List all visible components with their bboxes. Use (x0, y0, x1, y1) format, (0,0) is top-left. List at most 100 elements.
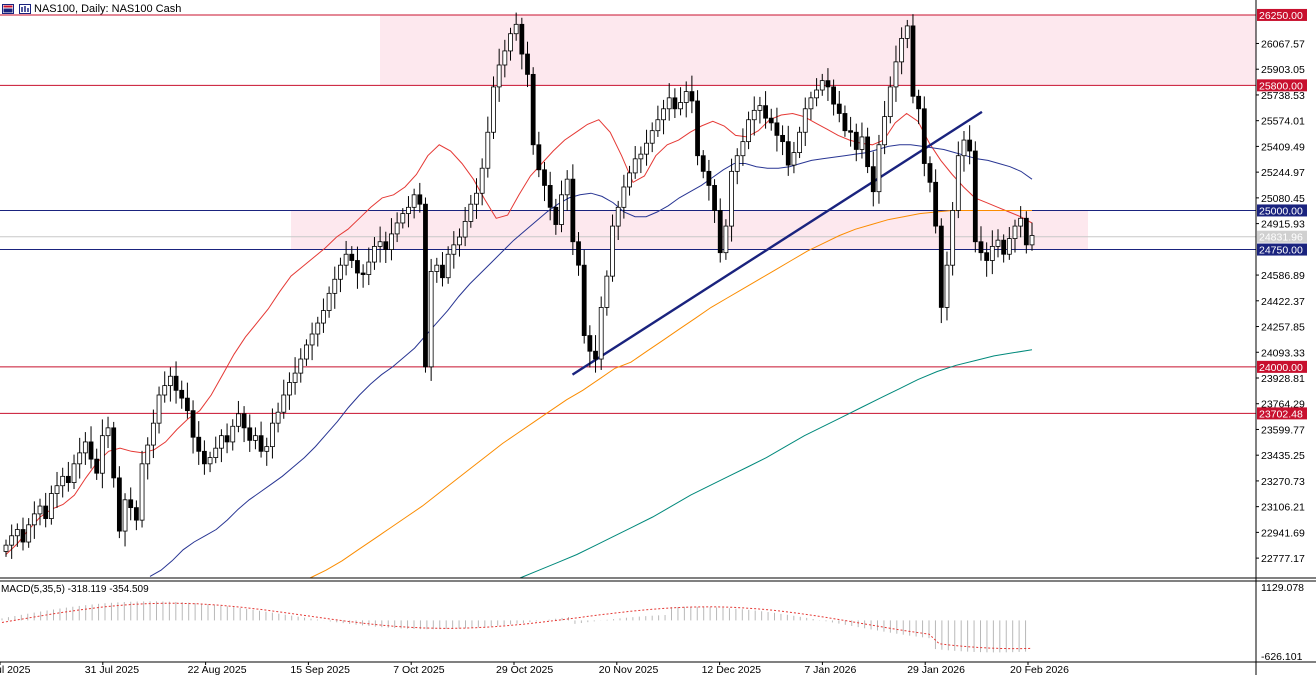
candle-body[interactable] (995, 239, 1001, 247)
candle-body[interactable] (145, 444, 151, 465)
candle-body[interactable] (173, 375, 179, 391)
candle-body[interactable] (105, 427, 111, 437)
candle-body[interactable] (814, 89, 819, 99)
candle-body[interactable] (519, 23, 525, 55)
candle-body[interactable] (672, 97, 678, 110)
candle-body[interactable] (377, 241, 383, 247)
candle-body[interactable] (479, 167, 485, 194)
candle-body[interactable] (644, 142, 649, 155)
candle-body[interactable] (1029, 235, 1035, 246)
candle-body[interactable] (661, 108, 666, 121)
candle-body[interactable] (60, 475, 66, 487)
candle-body[interactable] (938, 225, 944, 308)
candle-body[interactable] (678, 102, 683, 110)
candle-body[interactable] (734, 155, 740, 172)
candle-body[interactable] (587, 335, 593, 352)
candle-body[interactable] (128, 499, 134, 509)
candle-body[interactable] (82, 441, 88, 454)
candle-body[interactable] (751, 109, 757, 121)
candle-body[interactable] (853, 131, 859, 150)
candle-body[interactable] (445, 253, 451, 279)
candle-body[interactable] (179, 389, 185, 399)
candle-body[interactable] (916, 95, 922, 110)
candle-body[interactable] (389, 233, 394, 250)
candle-body[interactable] (139, 463, 145, 521)
candle-body[interactable] (542, 169, 547, 186)
candle-body[interactable] (434, 264, 440, 272)
candle-body[interactable] (213, 447, 219, 458)
candle-body[interactable] (785, 141, 791, 166)
candle-body[interactable] (360, 272, 366, 275)
candle-body[interactable] (423, 203, 428, 368)
candle-body[interactable] (1006, 238, 1012, 255)
candle-body[interactable] (162, 385, 168, 396)
candle-body[interactable] (270, 422, 275, 448)
candle-body[interactable] (553, 206, 559, 225)
candle-body[interactable] (536, 144, 542, 171)
candle-body[interactable] (842, 113, 848, 132)
candle-body[interactable] (287, 382, 292, 396)
candle-body[interactable] (20, 529, 26, 543)
candle-body[interactable] (655, 119, 661, 132)
candle-body[interactable] (836, 103, 842, 114)
trendline[interactable] (571, 110, 983, 376)
candle-body[interactable] (893, 61, 899, 88)
candle-body[interactable] (236, 413, 241, 427)
candle-body[interactable] (26, 524, 32, 543)
candle-body[interactable] (961, 139, 967, 157)
candle-body[interactable] (666, 97, 672, 110)
candle-body[interactable] (321, 310, 326, 324)
candle-body[interactable] (94, 458, 100, 474)
candle-body[interactable] (723, 225, 729, 254)
candle-body[interactable] (581, 264, 587, 336)
candle-body[interactable] (400, 213, 406, 224)
candle-body[interactable] (700, 155, 706, 172)
candle-body[interactable] (899, 38, 905, 63)
candle-body[interactable] (791, 152, 797, 166)
candle-body[interactable] (910, 25, 916, 97)
candle-body[interactable] (887, 86, 893, 118)
candle-body[interactable] (48, 493, 54, 519)
candle-body[interactable] (9, 535, 15, 546)
candle-body[interactable] (972, 150, 978, 243)
candle-body[interactable] (859, 136, 865, 150)
candle-body[interactable] (508, 33, 513, 52)
candle-body[interactable] (780, 134, 785, 143)
candle-body[interactable] (632, 158, 638, 174)
candle-body[interactable] (530, 73, 536, 146)
candle-body[interactable] (825, 80, 831, 88)
candle-body[interactable] (593, 350, 598, 360)
candle-body[interactable] (615, 206, 621, 227)
candle-body[interactable] (570, 178, 576, 243)
candle-body[interactable] (831, 86, 837, 105)
candle-body[interactable] (921, 108, 927, 164)
candle-body[interactable] (275, 411, 281, 424)
candle-body[interactable] (729, 170, 734, 227)
candle-body[interactable] (768, 117, 774, 124)
macd-signal-line[interactable] (1, 602, 1033, 650)
candle-body[interactable] (122, 499, 128, 532)
candle-body[interactable] (1012, 225, 1018, 240)
candle-body[interactable] (802, 108, 808, 133)
candle-body[interactable] (933, 181, 939, 227)
candle-body[interactable] (264, 446, 270, 452)
candle-body[interactable] (366, 261, 372, 275)
candle-body[interactable] (468, 203, 474, 222)
candle-body[interactable] (984, 252, 990, 261)
candle-body[interactable] (462, 221, 468, 238)
candle-body[interactable] (394, 222, 400, 235)
candle-body[interactable] (763, 105, 768, 119)
candle-body[interactable] (241, 413, 247, 429)
candle-body[interactable] (774, 122, 780, 136)
candle-body[interactable] (808, 97, 814, 110)
candle-body[interactable] (372, 246, 377, 263)
candle-body[interactable] (989, 246, 995, 261)
candle-body[interactable] (1023, 217, 1029, 246)
candle-body[interactable] (882, 116, 888, 146)
candle-body[interactable] (621, 186, 627, 208)
candle-body[interactable] (865, 136, 871, 168)
candle-body[interactable] (848, 130, 854, 133)
candle-body[interactable] (610, 225, 615, 277)
candle-body[interactable] (576, 241, 581, 266)
